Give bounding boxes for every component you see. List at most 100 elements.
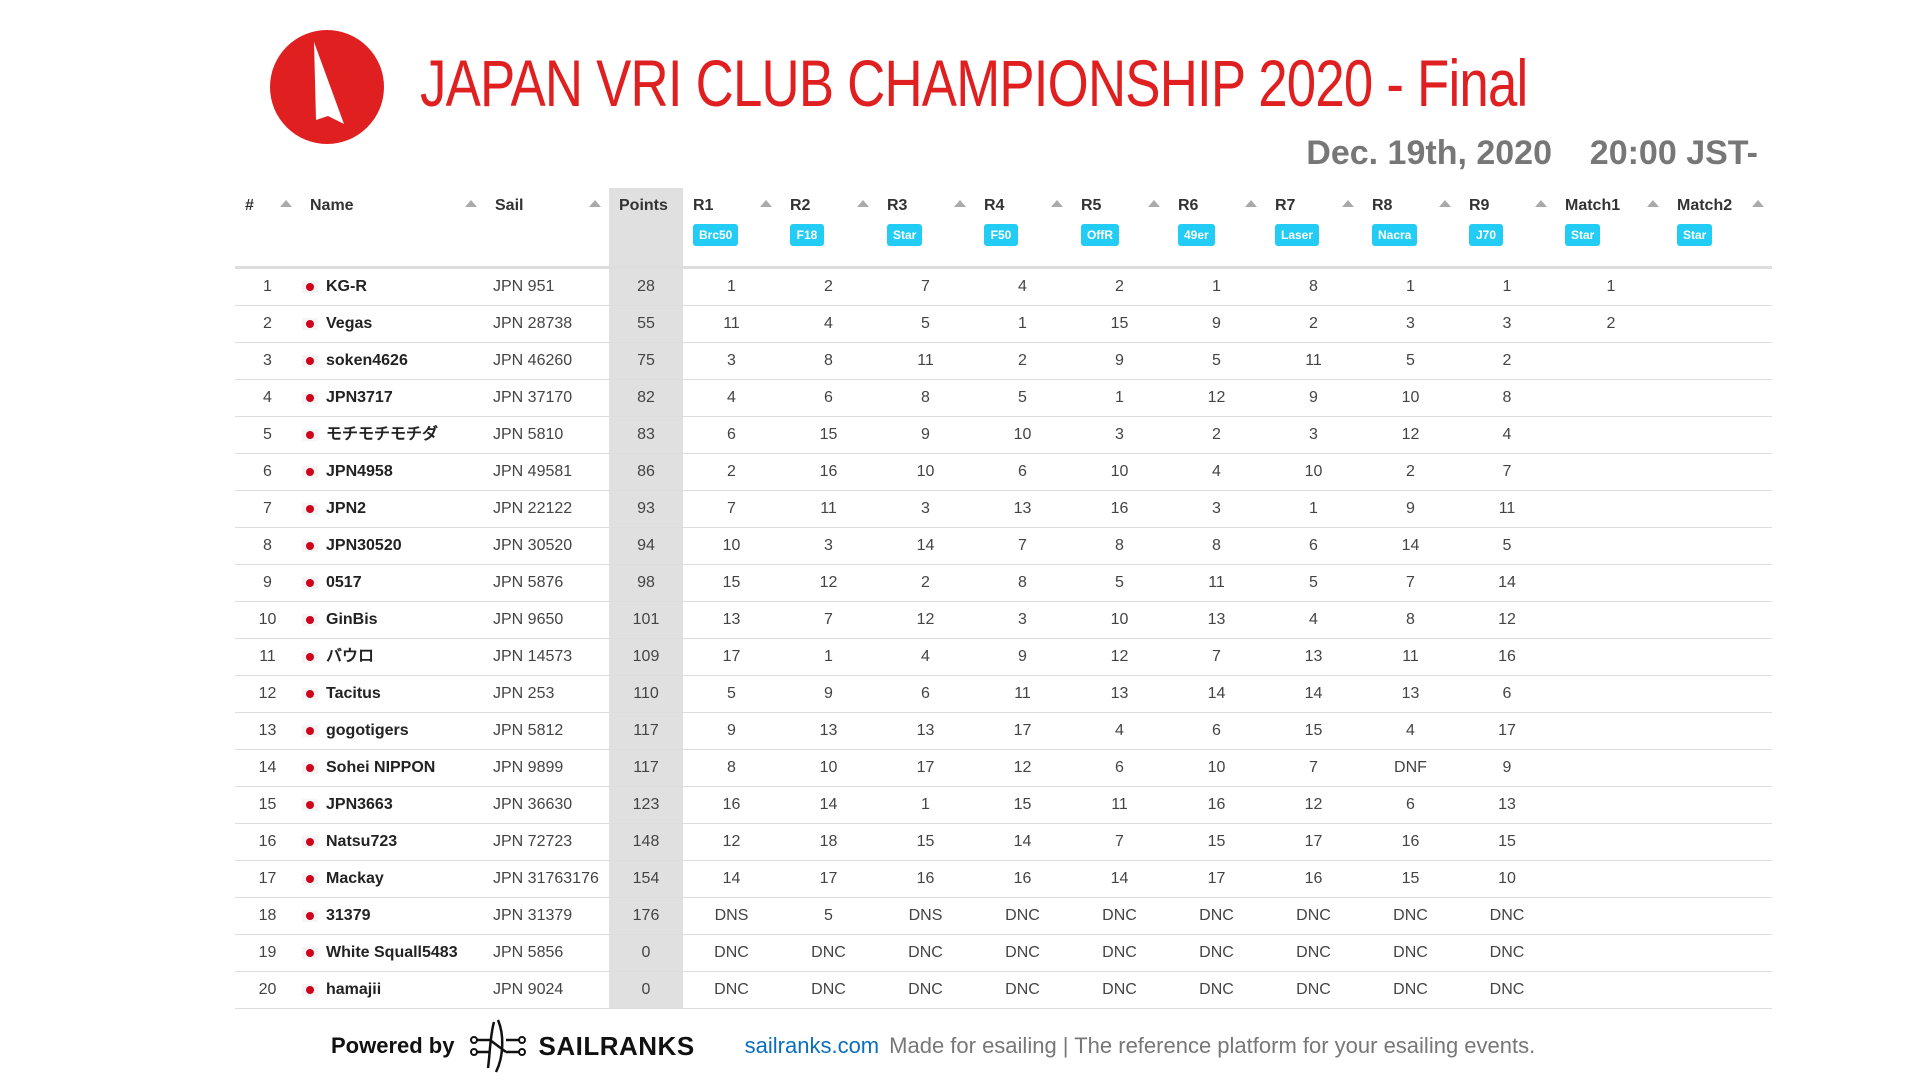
rank-cell: 4 — [235, 379, 300, 417]
sailor-name[interactable]: soken4626 — [326, 352, 408, 369]
sort-ascending-icon[interactable] — [1439, 200, 1451, 207]
sort-ascending-icon[interactable] — [465, 200, 477, 207]
page-title: JAPAN VRI CLUB CHAMPIONSHIP 2020 - Final — [420, 46, 1528, 120]
table-row[interactable]: 18 31379 JPN 31379 176 DNS 5 DNS DNC DNC DNC DNC DN… — [235, 897, 1772, 935]
column-header-r5[interactable]: R5 OffR — [1071, 188, 1168, 269]
table-row[interactable]: 11 バウロ JPN 14573 109 17 1 4 9 12 7 13 11 16 — [235, 638, 1772, 676]
sort-ascending-icon[interactable] — [589, 200, 601, 207]
sort-ascending-icon[interactable] — [1752, 200, 1764, 207]
rank-cell: 5 — [235, 416, 300, 454]
name-cell: バウロ — [300, 638, 485, 676]
column-header-r8[interactable]: R8 Nacra — [1362, 188, 1459, 269]
sail-cell: JPN 253 — [485, 675, 609, 713]
sailor-name[interactable]: バウロ — [326, 648, 375, 665]
column-header-match2[interactable]: Match2 Star — [1667, 188, 1772, 269]
race-result-cell: 3 — [974, 601, 1071, 639]
sailor-name[interactable]: gogotigers — [326, 722, 409, 739]
table-row[interactable]: 9 0517 JPN 5876 98 15 12 2 8 5 11 5 7 14 — [235, 564, 1772, 602]
race-result-cell: 11 — [683, 305, 780, 343]
sort-ascending-icon[interactable] — [1535, 200, 1547, 207]
sort-ascending-icon[interactable] — [760, 200, 772, 207]
race-result-cell — [1555, 564, 1667, 602]
sort-ascending-icon[interactable] — [1647, 200, 1659, 207]
race-result-cell: 5 — [974, 379, 1071, 417]
column-header-r2[interactable]: R2 F18 — [780, 188, 877, 269]
sailor-name[interactable]: 0517 — [326, 574, 362, 591]
race-result-cell: 6 — [1362, 786, 1459, 824]
sailor-name[interactable]: モチモチモチダ — [326, 426, 439, 443]
sort-ascending-icon[interactable] — [1342, 200, 1354, 207]
column-header-r3[interactable]: R3 Star — [877, 188, 974, 269]
race-result-cell: 5 — [1265, 564, 1362, 602]
race-result-cell — [1667, 638, 1772, 676]
sailor-name[interactable]: KG-R — [326, 278, 367, 295]
table-row[interactable]: 4 JPN3717 JPN 37170 82 4 6 8 5 1 12 9 10 8 — [235, 379, 1772, 417]
table-row[interactable]: 12 Tacitus JPN 253 110 5 9 6 11 13 14 14 13 6 — [235, 675, 1772, 713]
table-row[interactable]: 20 hamajii JPN 9024 0 DNC DNC DNC DNC DNC DNC DNC D… — [235, 971, 1772, 1009]
sailor-name[interactable]: 31379 — [326, 907, 371, 924]
race-result-cell: 4 — [974, 267, 1071, 306]
rank-cell: 2 — [235, 305, 300, 343]
column-header-r1[interactable]: R1 Brc50 — [683, 188, 780, 269]
sailor-name[interactable]: Tacitus — [326, 685, 381, 702]
sailor-name[interactable]: Natsu723 — [326, 833, 398, 850]
table-row[interactable]: 16 Natsu723 JPN 72723 148 12 18 15 14 7 15 17 16 15 — [235, 823, 1772, 861]
points-cell: 154 — [609, 860, 683, 898]
table-row[interactable]: 7 JPN2 JPN 22122 93 7 11 3 13 16 3 1 9 11 — [235, 490, 1772, 528]
sailor-name[interactable]: White Squall5483 — [326, 944, 458, 961]
table-row[interactable]: 14 Sohei NIPPON JPN 9899 117 8 10 17 12 6 10 7 DNF 9 — [235, 749, 1772, 787]
column-header-r9[interactable]: R9 J70 — [1459, 188, 1555, 269]
race-result-cell: DNC — [683, 971, 780, 1009]
race-result-cell: 2 — [1265, 305, 1362, 343]
race-result-cell: 10 — [1362, 379, 1459, 417]
sailor-name[interactable]: JPN30520 — [326, 537, 402, 554]
table-row[interactable]: 17 Mackay JPN 31763176 154 14 17 16 16 14 17 16 15 1… — [235, 860, 1772, 898]
table-row[interactable]: 3 soken4626 JPN 46260 75 3 8 11 2 9 5 11 5 2 — [235, 342, 1772, 380]
race-result-cell: 11 — [1265, 342, 1362, 380]
race-result-cell: 2 — [683, 453, 780, 491]
sailor-name[interactable]: Vegas — [326, 315, 373, 332]
column-header-rank[interactable]: # — [235, 188, 300, 269]
table-row[interactable]: 19 White Squall5483 JPN 5856 0 DNC DNC DNC DNC D… — [235, 934, 1772, 972]
sailor-name[interactable]: hamajii — [326, 981, 382, 998]
sort-ascending-icon[interactable] — [1051, 200, 1063, 207]
sailor-name[interactable]: GinBis — [326, 611, 378, 628]
sort-ascending-icon[interactable] — [280, 200, 292, 207]
sailor-name[interactable]: JPN4958 — [326, 463, 393, 480]
tagline: Made for esailing | The reference platfo… — [889, 1033, 1536, 1058]
sort-ascending-icon[interactable] — [954, 200, 966, 207]
sailor-name[interactable]: JPN3717 — [326, 389, 393, 406]
sailor-name[interactable]: Mackay — [326, 870, 384, 887]
race-result-cell: 17 — [1168, 860, 1265, 898]
column-header-r7[interactable]: R7 Laser — [1265, 188, 1362, 269]
race-result-cell: 13 — [1071, 675, 1168, 713]
race-result-cell: 2 — [1168, 416, 1265, 454]
table-row[interactable]: 2 Vegas JPN 28738 55 11 4 5 1 15 9 2 3 3 2 — [235, 305, 1772, 343]
race-result-cell: 5 — [1362, 342, 1459, 380]
points-cell: 82 — [609, 379, 683, 417]
sailor-name[interactable]: Sohei NIPPON — [326, 759, 436, 776]
table-row[interactable]: 13 gogotigers JPN 5812 117 9 13 13 17 4 6 15 4 17 — [235, 712, 1772, 750]
column-header-points[interactable]: Points — [609, 188, 683, 269]
race-result-cell: 7 — [1168, 638, 1265, 676]
column-header-r6[interactable]: R6 49er — [1168, 188, 1265, 269]
table-row[interactable]: 1 KG-R JPN 951 28 1 2 7 4 2 1 8 1 1 1 — [235, 267, 1772, 306]
table-row[interactable]: 5 モチモチモチダ JPN 5810 83 6 15 9 10 3 2 3 12 4 — [235, 416, 1772, 454]
column-header-name[interactable]: Name — [300, 188, 485, 269]
table-row[interactable]: 10 GinBis JPN 9650 101 13 7 12 3 10 13 4 8 12 — [235, 601, 1772, 639]
table-row[interactable]: 15 JPN3663 JPN 36630 123 16 14 1 15 11 16 12 6 13 — [235, 786, 1772, 824]
column-header-match1[interactable]: Match1 Star — [1555, 188, 1667, 269]
table-row[interactable]: 6 JPN4958 JPN 49581 86 2 16 10 6 10 4 10 2 7 — [235, 453, 1772, 491]
name-cell: JPN4958 — [300, 453, 485, 491]
table-row[interactable]: 8 JPN30520 JPN 30520 94 10 3 14 7 8 8 6 14 5 — [235, 527, 1772, 565]
race-result-cell: DNC — [780, 971, 877, 1009]
column-header-r4[interactable]: R4 F50 — [974, 188, 1071, 269]
sort-ascending-icon[interactable] — [1245, 200, 1257, 207]
sailor-name[interactable]: JPN3663 — [326, 796, 393, 813]
sort-ascending-icon[interactable] — [857, 200, 869, 207]
sailor-name[interactable]: JPN2 — [326, 500, 367, 517]
column-header-sail[interactable]: Sail — [485, 188, 609, 269]
sailranks-link[interactable]: sailranks.com — [744, 1033, 880, 1058]
sort-ascending-icon[interactable] — [1148, 200, 1160, 207]
japan-flag-icon — [302, 502, 318, 515]
